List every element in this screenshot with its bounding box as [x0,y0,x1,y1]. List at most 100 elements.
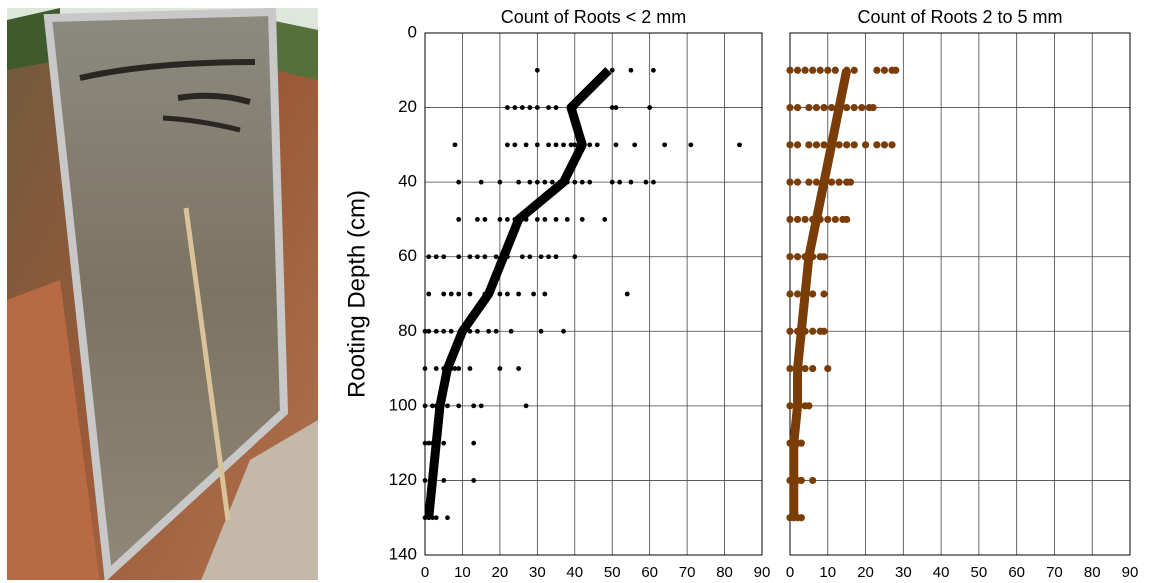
data-point [445,403,450,408]
data-point [565,217,570,222]
data-point [614,105,619,110]
data-point [595,142,600,147]
data-point [497,217,502,222]
data-point [434,329,439,334]
data-point [524,142,529,147]
data-point [873,141,880,148]
data-point [535,105,540,110]
data-point [580,217,585,222]
data-point [870,104,877,111]
data-point [505,105,510,110]
data-point [539,254,544,259]
y-tick-label: 80 [398,321,417,340]
data-point [468,366,473,371]
chart-title: Count of Roots 2 to 5 mm [857,7,1062,27]
x-tick-label: 80 [716,564,733,581]
data-point [805,141,812,148]
data-point [535,68,540,73]
data-point [794,67,801,74]
data-point [497,366,502,371]
data-point [516,292,521,297]
data-point [445,515,450,520]
data-point [554,142,559,147]
x-tick-label: 10 [819,564,836,581]
x-tick-label: 10 [454,564,471,581]
data-point [505,292,510,297]
data-point [832,67,839,74]
data-point [881,67,888,74]
data-point [479,403,484,408]
data-point [471,478,476,483]
data-point [824,67,831,74]
data-point [535,217,540,222]
data-point [423,403,428,408]
y-tick-label: 0 [408,22,417,41]
data-point [629,180,634,185]
x-tick-label: 30 [529,564,546,581]
data-point [824,365,831,372]
data-point [625,292,630,297]
data-point [798,477,805,484]
data-point [858,104,865,111]
data-point [809,67,816,74]
data-point [843,216,850,223]
data-point [805,179,812,186]
y-tick-label: 140 [389,544,417,563]
data-point [546,142,551,147]
data-point [561,329,566,334]
data-point [483,254,488,259]
data-point [629,68,634,73]
data-point [505,142,510,147]
data-point [798,440,805,447]
data-point [572,254,577,259]
data-point [456,403,461,408]
data-point [468,254,473,259]
data-point [516,180,521,185]
x-tick-label: 70 [679,564,696,581]
data-point [786,104,793,111]
data-point [786,216,793,223]
data-point [554,105,559,110]
data-point [471,441,476,446]
data-point [794,216,801,223]
y-axis-label: Rooting Depth (cm) [343,190,370,398]
data-point [786,141,793,148]
mean-line [794,70,847,517]
data-point [483,217,488,222]
data-point [809,290,816,297]
x-tick-label: 0 [786,564,794,581]
data-point [572,180,577,185]
data-point [820,328,827,335]
data-point [688,142,693,147]
data-point [802,67,809,74]
y-tick-label: 100 [389,395,417,414]
page: {"chart_data": [ {"type": "scatter", "ti… [0,0,1151,583]
x-tick-label: 40 [566,564,583,581]
data-point [542,292,547,297]
data-point [441,292,446,297]
data-point [475,217,480,222]
data-point [651,180,656,185]
x-tick-label: 30 [895,564,912,581]
data-point [786,290,793,297]
data-point [817,67,824,74]
data-point [456,180,461,185]
data-point [456,292,461,297]
data-point [550,180,555,185]
data-point [847,179,854,186]
data-point [542,180,547,185]
data-point [809,477,816,484]
data-point [786,328,793,335]
data-point [794,290,801,297]
data-point [786,67,793,74]
y-tick-label: 40 [398,172,417,191]
data-point [794,253,801,260]
data-point [520,105,525,110]
data-point [798,514,805,521]
data-point [509,329,514,334]
data-point [486,329,491,334]
data-point [647,105,652,110]
data-point [449,329,454,334]
data-point [820,104,827,111]
data-point [441,441,446,446]
